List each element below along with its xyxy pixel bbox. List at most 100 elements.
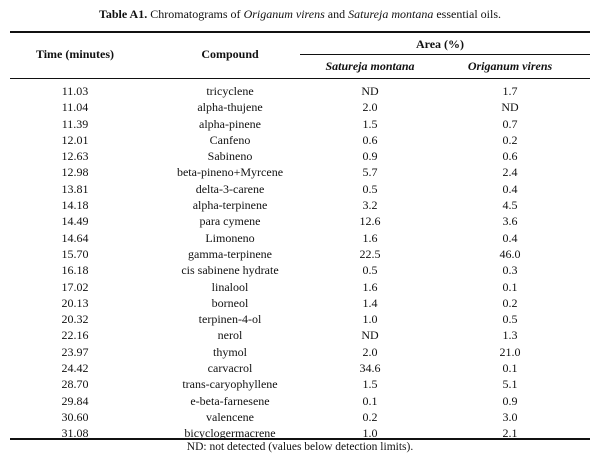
cell-origanum: 0.2: [502, 295, 518, 310]
cell-satureja: 0.1: [362, 393, 378, 408]
cell-satureja: 2.0: [362, 100, 378, 115]
table-row: 23.97 thymol 2.0 21.0: [0, 344, 600, 360]
caption-text-1: Chromatograms of: [147, 7, 244, 21]
cell-time: 12.98: [61, 165, 89, 180]
header-area: Area (%): [415, 37, 465, 51]
cell-compound: alpha-terpinene: [192, 198, 268, 213]
cell-compound: delta-3-carene: [195, 181, 265, 196]
cell-satureja: ND: [361, 328, 379, 343]
header-bottom-rule: [10, 78, 590, 79]
cell-origanum: 0.1: [502, 361, 518, 376]
cell-time: 12.01: [61, 132, 89, 147]
cell-compound: Sabineno: [207, 149, 253, 164]
cell-origanum: 0.1: [502, 279, 518, 294]
cell-origanum: 0.7: [502, 116, 518, 131]
cell-compound: borneol: [211, 295, 249, 310]
cell-origanum: 0.5: [502, 312, 518, 327]
cell-time: 28.70: [61, 377, 89, 392]
cell-time: 29.84: [61, 393, 89, 408]
cell-satureja: 0.6: [362, 132, 378, 147]
cell-time: 24.42: [61, 361, 89, 376]
cell-compound: para cymene: [199, 214, 261, 229]
cell-satureja: 34.6: [359, 361, 381, 376]
table-row: 30.60 valencene 0.2 3.0: [0, 409, 600, 425]
caption-text-3: essential oils.: [433, 7, 501, 21]
cell-compound: cis sabinene hydrate: [181, 263, 279, 278]
cell-time: 22.16: [61, 328, 89, 343]
table-row: 15.70 gamma-terpinene 22.5 46.0: [0, 246, 600, 262]
cell-origanum: 0.3: [502, 263, 518, 278]
caption-species-2: Satureja montana: [348, 7, 434, 21]
table-row: 11.03 tricyclene ND 1.7: [0, 83, 600, 99]
cell-time: 31.08: [61, 426, 89, 441]
cell-time: 30.60: [61, 409, 89, 424]
cell-satureja: 0.2: [362, 409, 378, 424]
table-row: 11.04 alpha-thujene 2.0 ND: [0, 99, 600, 115]
table-top-rule: [10, 31, 590, 33]
table-row: 14.64 Limoneno 1.6 0.4: [0, 230, 600, 246]
header-time: Time (minutes): [35, 47, 115, 61]
cell-time: 14.49: [61, 214, 89, 229]
cell-compound: bicyclogermacrene: [184, 426, 276, 441]
caption-text-2: and: [324, 7, 349, 21]
cell-time: 16.18: [61, 263, 89, 278]
cell-compound: thymol: [212, 344, 247, 359]
cell-satureja: 22.5: [359, 246, 381, 261]
cell-origanum: 3.6: [502, 214, 518, 229]
table-row: 14.18 alpha-terpinene 3.2 4.5: [0, 197, 600, 213]
cell-compound: Canfeno: [209, 132, 251, 147]
header-compound: Compound: [201, 47, 259, 61]
cell-compound: beta-pineno+Myrcene: [176, 165, 284, 180]
cell-origanum: 3.0: [502, 409, 518, 424]
cell-compound: tricyclene: [206, 84, 254, 98]
cell-satureja: 5.7: [362, 165, 378, 180]
cell-compound: Limoneno: [205, 230, 255, 245]
table-row: 28.70 trans-caryophyllene 1.5 5.1: [0, 376, 600, 392]
cell-origanum: 2.4: [502, 165, 518, 180]
table-row: 14.49 para cymene 12.6 3.6: [0, 213, 600, 229]
cell-satureja: 1.0: [362, 312, 378, 327]
cell-satureja: 1.4: [362, 295, 378, 310]
cell-origanum: 0.6: [502, 149, 518, 164]
header-satureja: Satureja montana: [325, 59, 415, 73]
table-row: 12.98 beta-pineno+Myrcene 5.7 2.4: [0, 164, 600, 180]
cell-origanum: 1.7: [502, 84, 518, 98]
cell-origanum: ND: [501, 100, 519, 115]
cell-compound: linalool: [211, 279, 249, 294]
cell-satureja: 2.0: [362, 344, 378, 359]
table-row: 12.63 Sabineno 0.9 0.6: [0, 148, 600, 164]
cell-compound: trans-caryophyllene: [182, 377, 278, 392]
cell-time: 13.81: [61, 181, 89, 196]
cell-compound: carvacrol: [207, 361, 253, 376]
cell-time: 20.13: [61, 295, 89, 310]
cell-satureja: 0.5: [362, 181, 378, 196]
table-row: 13.81 delta-3-carene 0.5 0.4: [0, 181, 600, 197]
cell-origanum: 0.4: [502, 181, 518, 196]
table-bottom-rule: [10, 438, 590, 440]
table-row: 29.84 e-beta-farnesene 0.1 0.9: [0, 393, 600, 409]
cell-satureja: 1.6: [362, 230, 378, 245]
cell-time: 14.64: [61, 230, 89, 245]
cell-origanum: 21.0: [499, 344, 521, 359]
table-body: 11.03 tricyclene ND 1.7 11.04 alpha-thujene 2.…: [0, 83, 600, 442]
header-origanum: Origanum virens: [467, 59, 553, 73]
cell-origanum: 1.3: [502, 328, 518, 343]
table-footnote: ND: not detected (values below detection…: [186, 441, 414, 453]
table-row: 22.16 nerol ND 1.3: [0, 327, 600, 343]
cell-origanum: 0.9: [502, 393, 518, 408]
table-row: 17.02 linalool 1.6 0.1: [0, 279, 600, 295]
cell-satureja: 1.5: [362, 377, 378, 392]
cell-time: 15.70: [61, 246, 89, 261]
cell-compound: alpha-thujene: [197, 100, 263, 115]
cell-satureja: 0.9: [362, 149, 378, 164]
cell-time: 11.04: [61, 100, 89, 115]
table-row: 20.32 terpinen-4-ol 1.0 0.5: [0, 311, 600, 327]
table-row: 20.13 borneol 1.4 0.2: [0, 295, 600, 311]
cell-compound: terpinen-4-ol: [198, 312, 262, 327]
cell-satureja: ND: [361, 84, 379, 98]
cell-time: 11.39: [61, 116, 89, 131]
table-row: 24.42 carvacrol 34.6 0.1: [0, 360, 600, 376]
table-row: 16.18 cis sabinene hydrate 0.5 0.3: [0, 262, 600, 278]
cell-time: 12.63: [61, 149, 89, 164]
cell-origanum: 46.0: [499, 246, 521, 261]
